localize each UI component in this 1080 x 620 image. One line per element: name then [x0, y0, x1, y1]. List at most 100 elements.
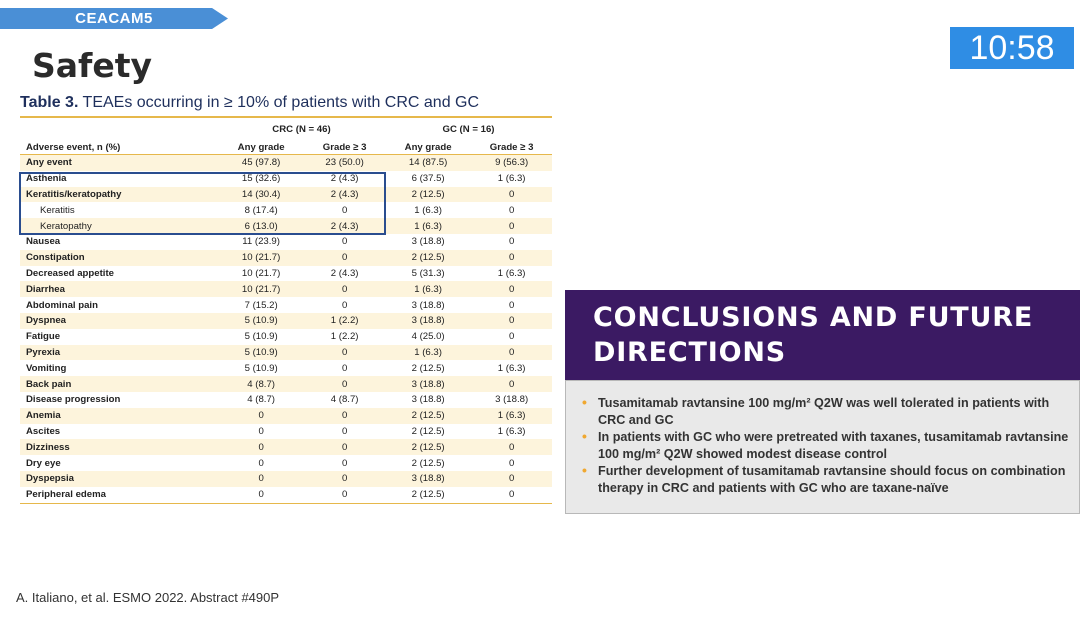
- table-cell: 0: [471, 344, 552, 361]
- clock-display: 10:58: [950, 27, 1074, 69]
- table-cell: 0: [218, 439, 305, 456]
- adverse-event-name: Any event: [20, 154, 218, 171]
- table-cell: 10 (21.7): [218, 249, 305, 266]
- table-caption-text: TEAEs occurring in ≥ 10% of patients wit…: [78, 94, 480, 111]
- table-cell: 0: [304, 470, 385, 487]
- table-cell: 3 (18.8): [495, 394, 529, 406]
- table-cell: 0: [471, 486, 552, 504]
- table-cell: 7 (15.2): [244, 299, 278, 311]
- table-row: Disease progression 4 (8.7) 4 (8.7) 3 (18.8…: [20, 392, 552, 408]
- table-cell: 9 (56.3): [471, 154, 552, 171]
- table-cell: 1 (6.3): [414, 204, 442, 216]
- adverse-event-name: Dry eye: [26, 457, 61, 469]
- table-cell: 0: [471, 249, 552, 266]
- table-cell: 0: [471, 439, 552, 456]
- table-cell: 0: [304, 249, 385, 266]
- adverse-event-name: Decreased appetite: [26, 267, 114, 279]
- table-cell: 0: [471, 312, 552, 329]
- table-cell: 0: [258, 425, 264, 437]
- table-cell: 0: [218, 486, 305, 504]
- table-cell: 3 (18.8): [384, 312, 472, 329]
- table-cell: 0: [218, 470, 305, 487]
- table-cell: 0: [304, 281, 385, 298]
- table-cell: 2 (4.3): [304, 218, 385, 234]
- table-cell: 2 (4.3): [304, 186, 385, 203]
- table-cell: 0: [304, 376, 385, 392]
- table-cell: 0: [304, 344, 385, 361]
- table-cell: 3 (18.8): [411, 236, 445, 248]
- table-row: Dry eye 0 0 2 (12.5) 0: [20, 455, 552, 471]
- conclusion-bullet: • Tusamitamab ravtansine 100 mg/m² Q2W wa…: [580, 394, 1069, 429]
- table-cell: 4 (8.7): [218, 376, 305, 392]
- page-title: Safety: [32, 46, 153, 85]
- table-cell: 1 (6.3): [497, 267, 526, 279]
- table-cell: 5 (10.9): [218, 344, 305, 361]
- table-cell: 2 (4.3): [330, 173, 359, 185]
- table-cell: 0: [471, 470, 552, 487]
- adverse-event-name: Back pain: [20, 376, 218, 392]
- table-cell: 1 (6.3): [497, 173, 526, 185]
- table-cell: 2 (12.5): [384, 407, 472, 424]
- table-row: Keratitis 8 (17.4) 0 1 (6.3) 0: [20, 202, 552, 218]
- table-row: Any event 45 (97.8) 23 (50.0) 14 (87.5) 9 (5…: [20, 154, 552, 171]
- table-cell: 0: [508, 204, 515, 216]
- adverse-event-name: Dyspnea: [20, 312, 218, 329]
- conclusion-text: Further development of tusamitamab ravta…: [598, 464, 1066, 495]
- group-header-gc: GC (N = 16): [442, 123, 495, 135]
- bullet-icon: •: [582, 394, 587, 410]
- table-cell: 0: [341, 236, 348, 248]
- table-cell: 0: [341, 299, 348, 311]
- table-cell: 10 (21.7): [218, 281, 305, 298]
- bullet-icon: •: [582, 428, 587, 444]
- table-cell: 1 (6.3): [384, 281, 472, 298]
- adverse-event-name: Nausea: [26, 236, 61, 248]
- conclusion-text: In patients with GC who were pretreated …: [598, 430, 1069, 461]
- citation: A. Italiano, et al. ESMO 2022. Abstract …: [16, 590, 280, 605]
- table-cell: 2 (12.5): [384, 439, 472, 456]
- table-cell: 3 (18.8): [411, 394, 445, 406]
- table-cell: 0: [304, 439, 385, 456]
- adverse-event-name: Constipation: [20, 249, 218, 266]
- adverse-event-name: Diarrhea: [20, 281, 218, 298]
- adverse-event-name: Fatigue: [26, 331, 61, 343]
- table-cell: 1 (6.3): [384, 344, 472, 361]
- table-cell: 14 (87.5): [384, 154, 472, 171]
- table-row: Nausea 11 (23.9) 0 3 (18.8) 0: [20, 234, 552, 250]
- table-cell: 3 (18.8): [384, 376, 472, 392]
- table-row: Anemia 0 0 2 (12.5) 1 (6.3): [20, 407, 552, 424]
- adverse-event-name: Keratitis: [40, 204, 75, 216]
- teae-table-container: CRC (N = 46) GC (N = 16) Adverse event, …: [20, 116, 552, 504]
- table-caption-label: Table 3.: [20, 94, 79, 111]
- table-row: Asthenia 15 (32.6) 2 (4.3) 6 (37.5) 1 (6.3): [20, 171, 552, 187]
- table-cell: 0: [508, 299, 515, 311]
- table-cell: 4 (25.0): [411, 331, 445, 343]
- table-cell: 1 (6.3): [471, 407, 552, 424]
- conclusions-heading-line1: CONCLUSIONS AND FUTURE: [593, 302, 1034, 333]
- table-cell: 6 (37.5): [411, 173, 445, 185]
- table-cell: 5 (31.3): [411, 267, 445, 279]
- teae-table: CRC (N = 46) GC (N = 16) Adverse event, …: [20, 118, 552, 504]
- conclusions-heading: CONCLUSIONS AND FUTURE DIRECTIONS: [565, 290, 1080, 380]
- column-header: Grade ≥ 3: [471, 140, 552, 155]
- table-row: Constipation 10 (21.7) 0 2 (12.5) 0: [20, 249, 552, 266]
- table-row: Back pain 4 (8.7) 0 3 (18.8) 0: [20, 376, 552, 392]
- conclusions-list: • Tusamitamab ravtansine 100 mg/m² Q2W wa…: [580, 394, 1069, 497]
- conclusions-panel: • Tusamitamab ravtansine 100 mg/m² Q2W wa…: [565, 380, 1080, 514]
- column-header: Any grade: [384, 140, 472, 155]
- table-cell: 0: [341, 204, 348, 216]
- table-cell: 1 (2.2): [304, 312, 385, 329]
- section-tag: CEACAM5: [0, 8, 228, 29]
- table-row: Keratopathy 6 (13.0) 2 (4.3) 1 (6.3) 0: [20, 218, 552, 234]
- table-cell: 2 (12.5): [384, 249, 472, 266]
- table-cell: 0: [508, 236, 515, 248]
- table-cell: 8 (17.4): [244, 204, 278, 216]
- table-cell: 14 (30.4): [218, 186, 305, 203]
- adverse-event-name: Keratitis/keratopathy: [20, 186, 218, 203]
- table-cell: 5 (10.9): [218, 312, 305, 329]
- table-row: Fatigue 5 (10.9) 1 (2.2) 4 (25.0) 0: [20, 329, 552, 345]
- adverse-event-name: Peripheral edema: [20, 486, 218, 504]
- table-cell: 0: [304, 407, 385, 424]
- table-row: Diarrhea 10 (21.7) 0 1 (6.3) 0: [20, 281, 552, 298]
- table-row: Dyspepsia 0 0 3 (18.8) 0: [20, 470, 552, 487]
- conclusion-bullet: • Further development of tusamitamab ravt…: [580, 462, 1069, 497]
